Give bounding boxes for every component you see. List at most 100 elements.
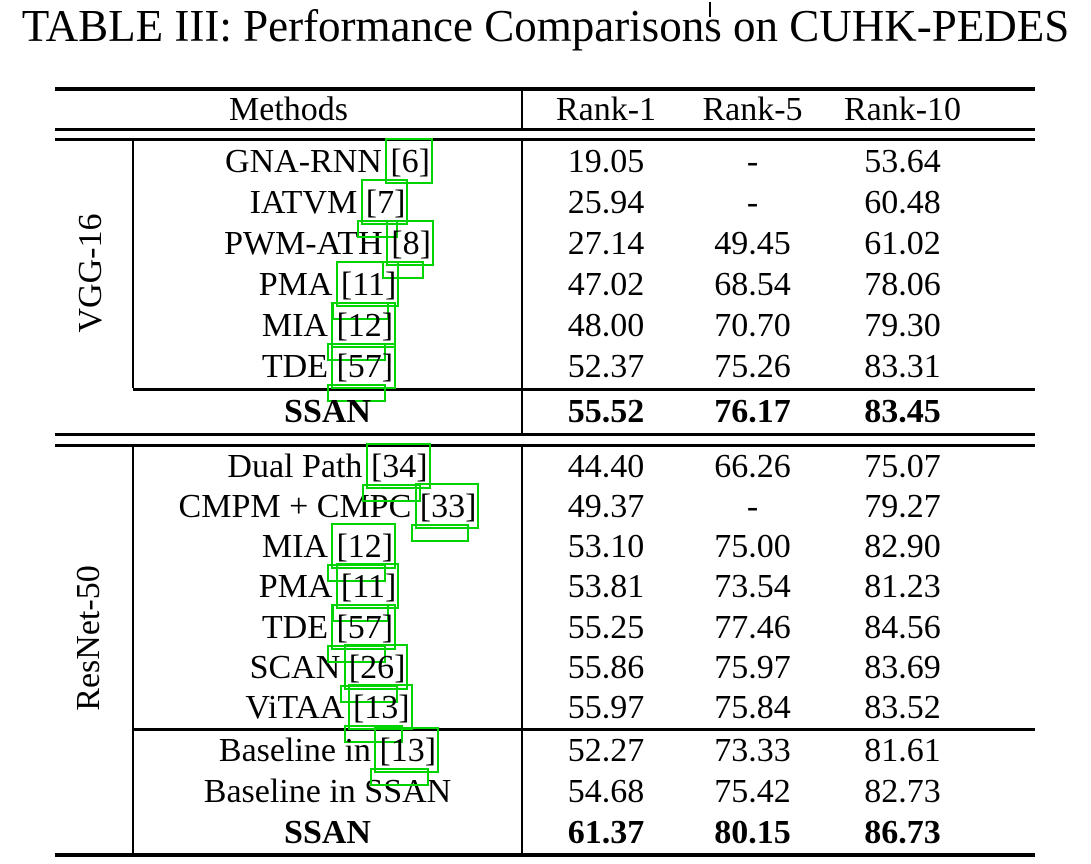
rank10-value: 83.69 [864,648,941,686]
table-rule-bottom [55,853,1035,857]
method-label: Baseline in [218,732,380,770]
rank5-value: - [746,142,759,180]
citation-link-box-ghost [382,260,424,279]
rank1-value: 54.68 [567,773,645,810]
citation-link-box[interactable] [386,219,434,266]
vgg16-rows-section: GNA-RNN [6] 19.05 - 53.64 IATVM [7] 25.94 - 60.… [55,137,1035,402]
citation-link-box[interactable] [331,342,397,389]
citation-link-box[interactable] [365,443,431,490]
rank1-value: 55.52 [567,393,645,430]
citation-link[interactable]: [13] [343,683,413,743]
rank5-value: 66.26 [714,448,791,486]
method-name: SSAN [133,395,522,429]
rank5-value: 73.33 [714,732,791,770]
column-header-rank5: Rank-5 [702,90,803,128]
table-rule-top [55,87,1035,91]
rank1-value: 55.97 [567,688,645,726]
citation-link[interactable]: [11] [331,260,400,320]
citation-link-box-ghost [343,724,403,743]
rank10-value: 84.56 [864,608,941,646]
rank5-value: - [746,183,759,221]
rank5-value: 75.42 [714,773,791,810]
rank1-value: 52.37 [567,347,645,385]
paper-table-caption: TABLE III: Performance Comparisons on CU… [21,1,1070,51]
citation-link-box[interactable] [331,301,397,348]
rank1-value: 44.40 [567,448,645,486]
table-row: CMPM + CMPC [33] 49.37 - 79.27 [55,483,1035,543]
performance-table: Methods Rank-1 Rank-5 Rank-10 VGG-16 Res… [55,87,1035,857]
rank1-value: 53.81 [567,568,645,606]
citation-link-box[interactable] [414,483,480,530]
citation-link-box[interactable] [331,603,397,650]
citation-link-box[interactable] [374,727,440,774]
citation-link-box[interactable] [335,260,400,307]
table-row: Baseline in [13] 52.27 73.33 81.61 [55,727,1035,787]
table-row: MIA [12] 48.00 70.70 79.30 [55,301,1035,361]
citation-link[interactable]: [7] [356,178,409,238]
citation-link-box[interactable] [385,137,433,184]
methods-ranks-divider [521,447,523,853]
citation-link-box[interactable] [360,178,409,225]
rank1-value: 55.25 [567,608,645,646]
rank5-value: 49.45 [714,224,791,262]
table-rule-section-divider-1 [55,433,1035,436]
rank10-value: 81.23 [864,568,941,606]
rank10-value: 79.27 [864,488,941,526]
method-name: PWM-ATH [8] [133,219,522,279]
table-row: SSAN 55.52 76.17 83.45 [55,391,1035,433]
rank5-value: 77.46 [714,608,791,646]
citation-link[interactable]: [26] [339,643,409,703]
table-rule-header-bottom-1 [55,128,1035,131]
citation-link[interactable]: [57] [327,342,397,402]
citation-link-box-ghost [361,484,421,503]
table-row: Baseline in SSAN 54.68 75.42 82.73 [55,772,1035,813]
method-label: TDE [261,608,337,646]
method-name: GNA-RNN [6] [133,137,522,184]
table-row: PMA [11] 47.02 68.54 78.06 [55,260,1035,320]
method-label: SSAN [284,813,371,851]
rank1-value: 52.27 [567,732,645,770]
rank10-value: 83.45 [864,393,941,430]
table-row: SCAN [26] 55.86 75.97 83.69 [55,643,1035,703]
citation-link-box[interactable] [331,523,397,570]
method-name: SSAN [133,813,522,851]
rank1-value: 55.86 [567,648,645,686]
citation-link[interactable]: [34] [361,443,431,503]
citation-link[interactable]: [57] [327,603,397,663]
table-row: GNA-RNN [6] 19.05 - 53.64 [55,137,1035,184]
citation-link-box[interactable] [335,563,400,610]
citation-link-box[interactable] [343,643,409,690]
table-row: PMA [11] 53.81 73.54 81.23 [55,563,1035,623]
method-label: MIA [261,528,337,566]
method-name: Dual Path [34] [133,443,522,503]
method-name: ViTAA [13] [133,683,522,743]
rank10-value: 79.30 [864,306,941,344]
method-label: CMPM + CMPC [178,488,420,526]
method-name: MIA [12] [133,301,522,361]
citation-link[interactable]: [13] [370,727,440,787]
method-label: MIA [261,306,337,344]
citation-link[interactable]: [33] [410,483,480,543]
citation-link-box[interactable] [347,683,413,730]
citation-link[interactable]: [6] [385,137,433,184]
table-rule-above-vgg-ssan [133,388,1035,391]
rank10-value: 82.73 [864,773,941,810]
rank5-value: 73.54 [714,568,791,606]
rank5-value: 75.84 [714,688,791,726]
rank5-value: 75.26 [714,347,791,385]
table-row: IATVM [7] 25.94 - 60.48 [55,178,1035,238]
citation-link-box-ghost [356,219,399,238]
rank1-value: 27.14 [567,224,645,262]
method-label: Baseline in SSAN [203,773,452,810]
citation-link[interactable]: [12] [327,523,397,583]
table-header-row: Methods Rank-1 Rank-5 Rank-10 [55,91,1035,128]
rank5-value: 76.17 [714,393,791,430]
citation-link[interactable]: [8] [382,219,434,279]
table-row: Dual Path [34] 44.40 66.26 75.07 [55,443,1035,503]
method-name: TDE [57] [133,603,522,663]
citation-link[interactable]: [11] [331,563,400,623]
rank1-value: 48.00 [567,306,645,344]
table-rule-header-bottom-2 [55,138,1035,141]
rank10-value: 86.73 [864,813,941,851]
citation-link[interactable]: [12] [327,301,397,361]
